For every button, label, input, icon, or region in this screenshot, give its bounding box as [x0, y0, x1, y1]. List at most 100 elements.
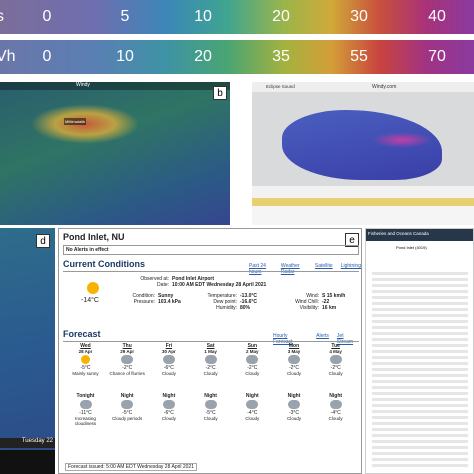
- weather-icon: [204, 355, 217, 364]
- condition: Cloudy: [286, 416, 301, 421]
- weather-icon: [204, 400, 217, 409]
- day-date: 28 Apr: [78, 349, 93, 354]
- row: Pressure: 103.4 kPa: [119, 299, 181, 305]
- condition: Increasing cloudiness: [74, 416, 97, 426]
- scale-label: 10: [194, 8, 212, 25]
- current-temp: -14°C: [81, 297, 99, 304]
- field-label: Date:: [157, 282, 169, 288]
- weather-icon: [81, 355, 90, 364]
- temperature: -2°C: [247, 365, 258, 371]
- condition: Cloudy: [203, 371, 218, 376]
- night-name: Night: [120, 393, 134, 399]
- temperature: -4°C: [247, 410, 258, 416]
- weather-icon: [329, 355, 342, 364]
- temperature: -5°C: [205, 410, 216, 416]
- condition: Cloudy: [245, 416, 260, 421]
- links: Past 24 hours Weather Radar Satellite Light…: [249, 263, 361, 275]
- forecast-day: Tue 4 May -2°C Cloudy Night -4°C Cloudy: [315, 343, 356, 461]
- temperature: -5°C: [80, 365, 91, 371]
- field-value: -13.0°C: [240, 293, 258, 299]
- temperature: -2°C: [330, 365, 341, 371]
- scale-label: 70: [428, 48, 446, 65]
- temperature: -11°C: [79, 410, 92, 416]
- panel-label: d: [36, 234, 50, 248]
- condition: Cloudy periods: [112, 416, 143, 421]
- field-value: -22: [322, 299, 330, 305]
- field-label: Pressure:: [133, 299, 155, 305]
- temperature: -2°C: [288, 365, 300, 371]
- field-label: Visibility:: [299, 305, 319, 311]
- unit-label: Vh: [0, 48, 16, 65]
- row: Wind: S 15 km/h: [283, 293, 345, 299]
- app-name: Windy: [76, 82, 90, 88]
- map-panel: d Tuesday 22: [0, 228, 55, 474]
- forecast-grid: Wed 28 Apr -5°C Mainly sunny Tonight -11°C Inc…: [65, 343, 357, 461]
- link[interactable]: Lightning: [340, 263, 361, 269]
- forecast-day: Thu 29 Apr -2°C Chance of flurries Night -5°C…: [107, 343, 148, 461]
- day-date: 4 May: [329, 349, 342, 354]
- timeline: [252, 186, 474, 225]
- water: [282, 110, 442, 180]
- day-date: 1 May: [204, 349, 217, 354]
- link[interactable]: Past 24 hours: [249, 263, 266, 275]
- forecast-day: Sat 1 May -2°C Cloudy Night -5°C Cloudy: [190, 343, 231, 461]
- temperature: -3°C: [288, 410, 300, 416]
- link[interactable]: Jet Stream: [336, 333, 354, 345]
- weather-page: Pond Inlet, NU e No Alerts in effect Cur…: [58, 228, 362, 474]
- link[interactable]: Alerts: [316, 333, 329, 339]
- weather-icon: [288, 400, 300, 409]
- station: Pond Inlet (4019): [396, 245, 427, 250]
- header: Fisheries and Oceans Canada: [366, 229, 473, 241]
- page-title: Pond Inlet, NU: [63, 232, 125, 242]
- field-label: Condition:: [132, 293, 155, 299]
- field-label: Dew point:: [213, 299, 237, 305]
- day-name: Wed: [80, 343, 91, 349]
- condition: Cloudy: [161, 371, 176, 376]
- time-bar: Tuesday 22: [0, 438, 55, 448]
- marker: Mittimatalik: [64, 118, 87, 125]
- field-value: 10:00 AM EDT Wednesday 28 April 2021: [172, 282, 267, 288]
- scale-label: 0: [42, 48, 52, 65]
- observed: Observed at: Pond Inlet Airport Date: 10:00…: [129, 276, 266, 288]
- link[interactable]: Satellite: [314, 263, 333, 269]
- forecast-day: Fri 30 Apr -6°C Cloudy Night -6°C Cloudy: [148, 343, 189, 461]
- row: Temperature: -13.0°C: [201, 293, 257, 299]
- field-value: S 15 km/h: [322, 293, 346, 299]
- section-heading: Forecast: [63, 329, 101, 339]
- forecast-day: Mon 3 May -2°C Cloudy Night -3°C Cloudy: [274, 343, 315, 461]
- link[interactable]: Hourly Forecast: [273, 333, 293, 345]
- day-name: Sat: [206, 343, 215, 349]
- night-name: Tonight: [76, 393, 95, 399]
- row: Humidity: 80%: [201, 305, 250, 311]
- footer: [0, 450, 55, 474]
- alert-box: No Alerts in effect: [63, 245, 359, 255]
- link[interactable]: Weather Radar: [280, 263, 300, 275]
- day-name: Mon: [288, 343, 300, 349]
- night-name: Night: [245, 393, 259, 399]
- condition: Cloudy: [328, 416, 343, 421]
- field-value: 80%: [240, 305, 251, 311]
- panel-label: e: [345, 233, 359, 247]
- temperature: -4°C: [330, 410, 341, 416]
- condition: Cloudy: [328, 371, 343, 376]
- map-panel: Windy Mittimatalik b: [0, 82, 230, 225]
- scale-label: 55: [350, 48, 368, 65]
- condition: Cloudy: [286, 371, 301, 376]
- night-name: Night: [204, 393, 217, 399]
- condition: Cloudy: [245, 371, 260, 376]
- scale-label: 20: [272, 8, 290, 25]
- day-name: Fri: [165, 343, 173, 349]
- links: Hourly Forecast Alerts Jet Stream: [273, 333, 361, 345]
- field-label: Observed at:: [140, 276, 169, 282]
- field-label: Wind Chill:: [295, 299, 319, 305]
- unit-label: s: [0, 8, 4, 25]
- temperature: -5°C: [122, 410, 133, 416]
- tide-table: [372, 269, 468, 469]
- day-name: Tue: [331, 343, 340, 349]
- weather-icon: [246, 400, 259, 409]
- weather-icon: [329, 400, 342, 409]
- weather-icon: [162, 400, 175, 409]
- scale-label: 30: [350, 8, 368, 25]
- weather-icon: [79, 400, 92, 409]
